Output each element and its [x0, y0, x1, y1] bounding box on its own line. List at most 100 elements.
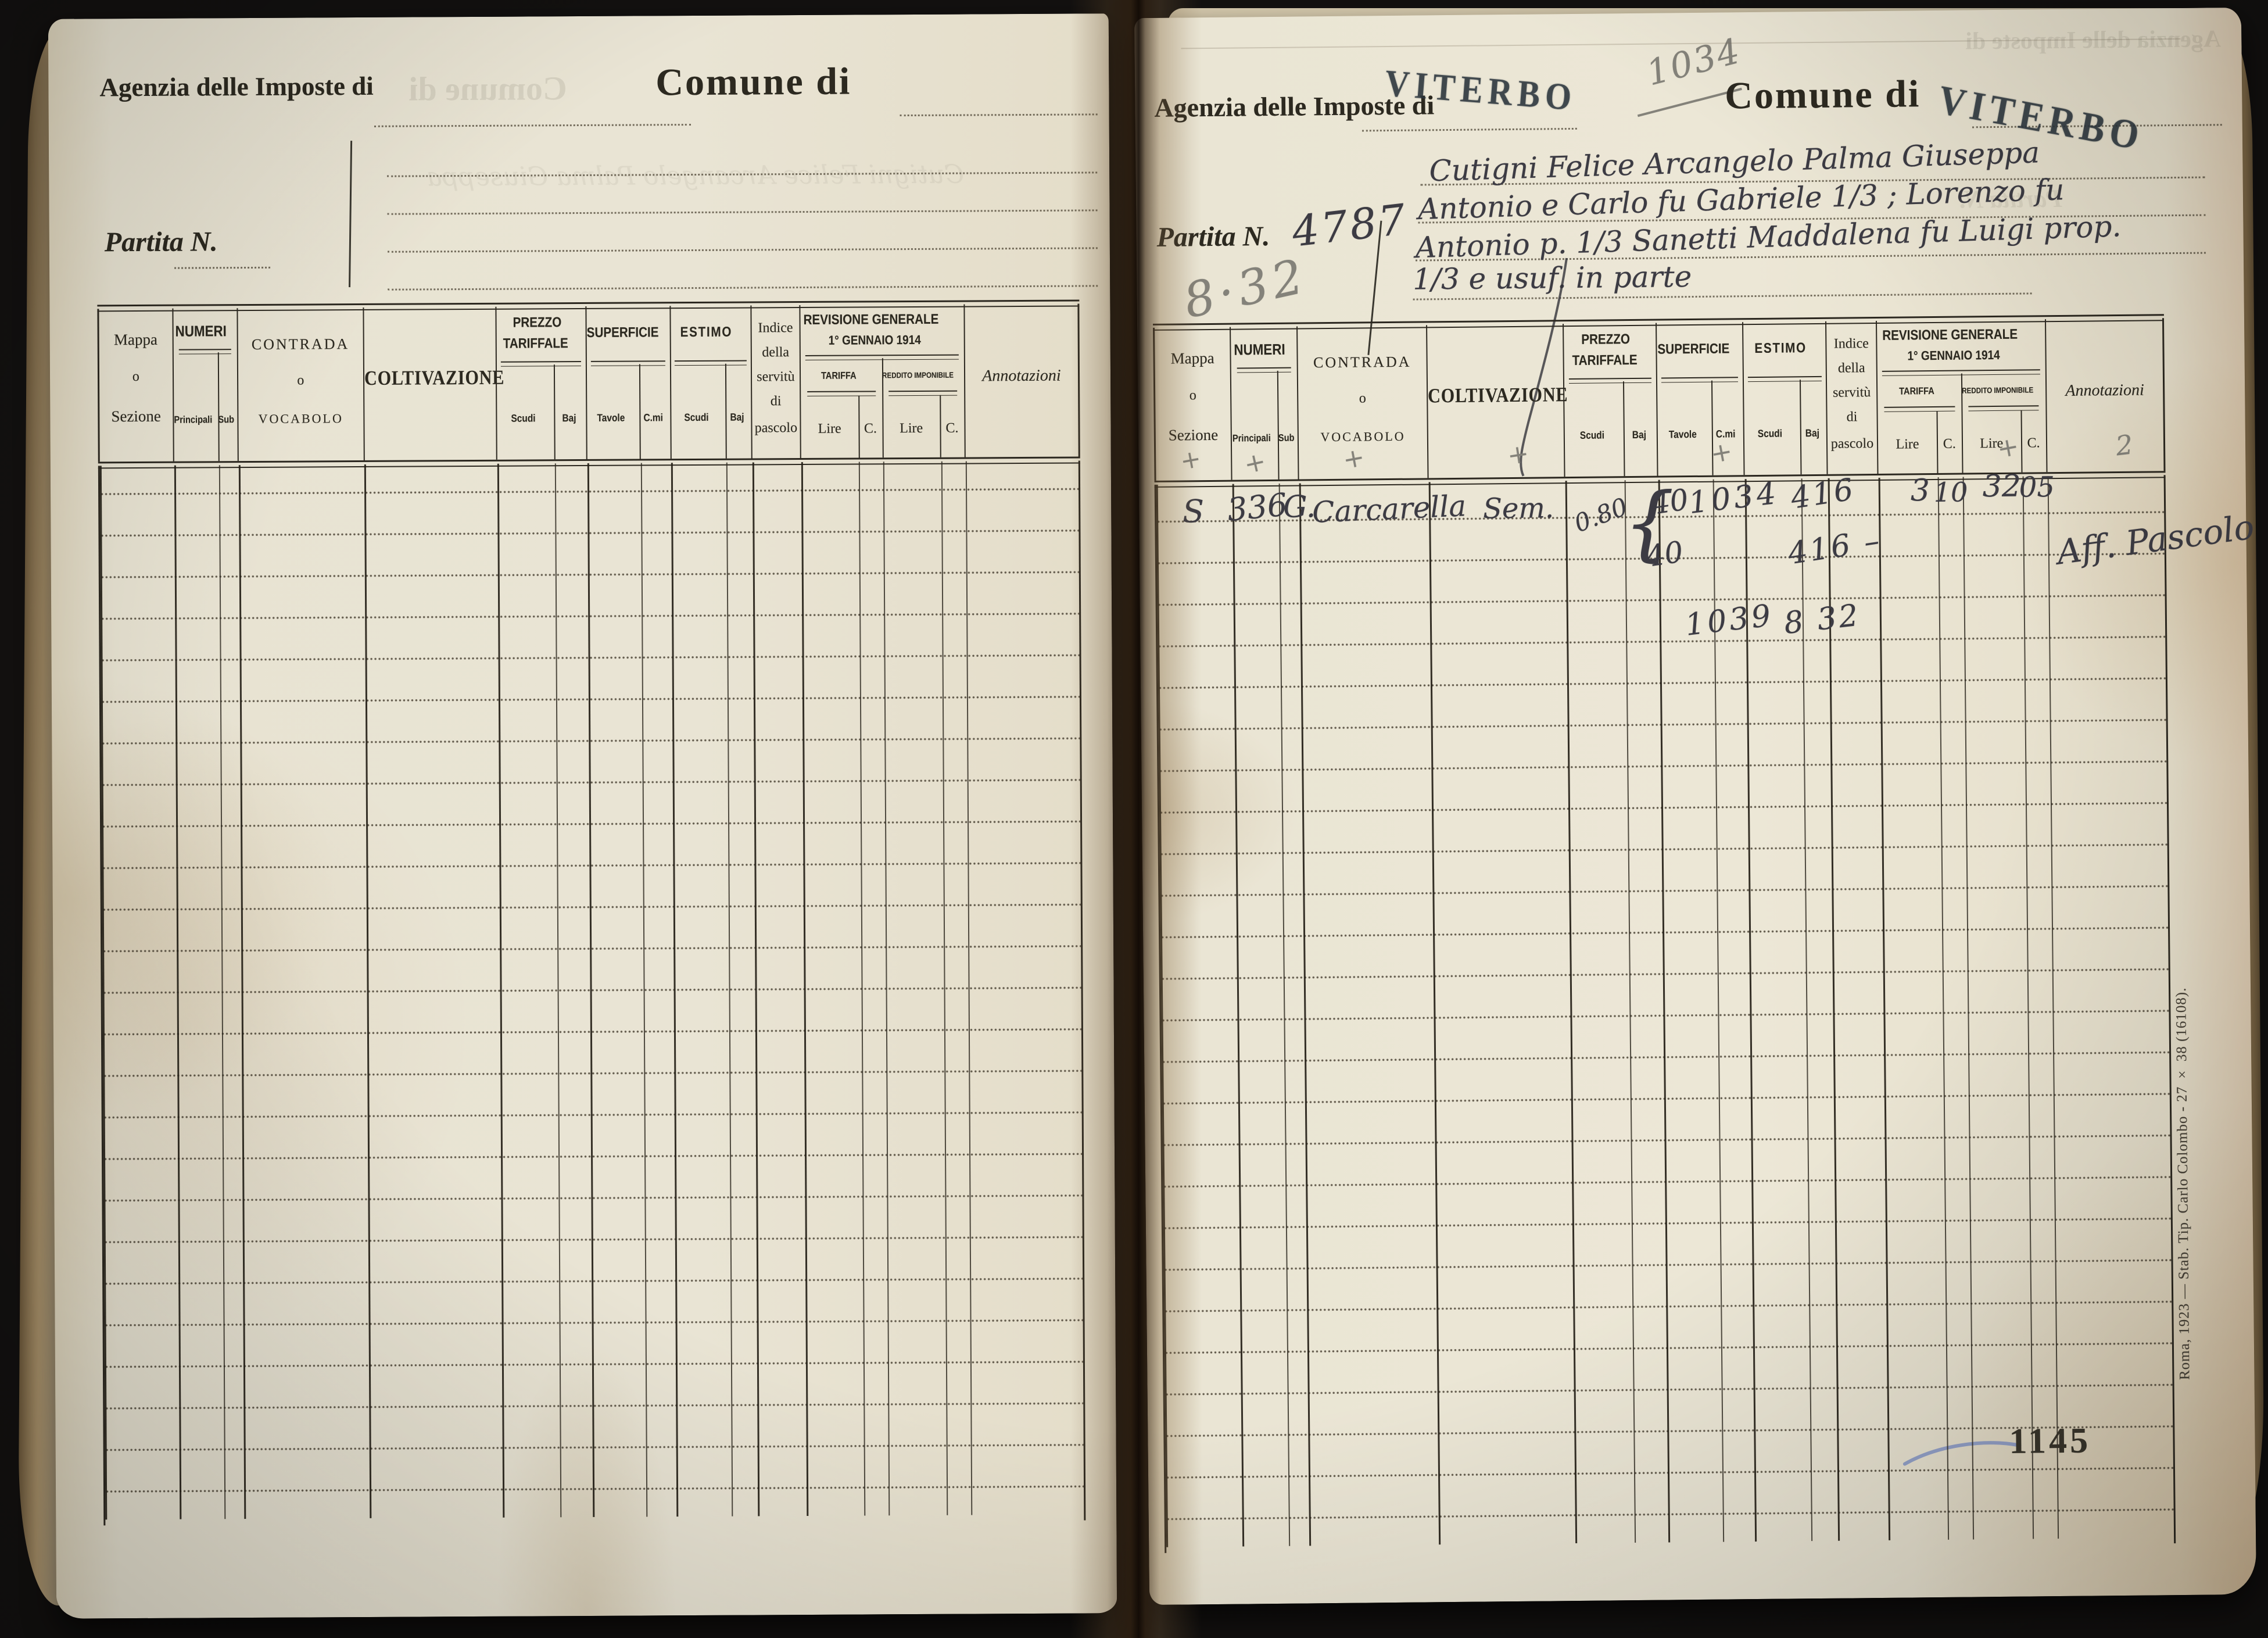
indice-l3: servitù [757, 369, 795, 385]
superficie-underline [1661, 377, 1739, 383]
reddito-c-label: C. [945, 420, 959, 436]
partita-number: 4787 [1289, 194, 1410, 256]
col-numeri: NUMERI Principali Sub [1231, 326, 1299, 480]
mappa-line3: Sezione [1168, 425, 1219, 444]
numeri-title: NUMERI [1234, 340, 1286, 359]
prezzo-line1: PREZZO [1581, 331, 1631, 348]
col-coltivazione: COLTIVAZIONE [1427, 324, 1568, 478]
pencil-mark-annotazioni: 2 [2114, 428, 2135, 462]
numeri-divider [1277, 370, 1280, 480]
col-coltivazione: COLTIVAZIONE [363, 306, 504, 460]
reddito-label: REDDITO IMPONIBILE [1962, 385, 2034, 395]
indice-l4: di [770, 394, 782, 409]
entry-sub: G. [1282, 489, 1316, 525]
entry-prezzo-baj-1: 40 [1649, 482, 1691, 521]
revisione-line2: 1° GENNAIO 1914 [828, 332, 921, 348]
contrada-line2: o [1359, 391, 1366, 406]
revisione-line1: REVISIONE GENERALE [1882, 326, 2018, 344]
reddito-underline [888, 390, 958, 396]
prezzo-underline [1568, 377, 1652, 384]
tariffa-lire-label: Lire [818, 421, 841, 437]
reddito-c-label: C. [2027, 435, 2040, 451]
pencil-note-832: 8·32 [1178, 248, 1313, 330]
estimo-baj-label: Baj [1805, 427, 1819, 439]
left-page: Agenzia delle Imposte di Comune di Cutig… [48, 13, 1117, 1619]
col-estimo: ESTIMO Scudi Baj [670, 305, 753, 459]
tariffa-underline [807, 391, 876, 396]
prezzo-baj-label: Baj [1632, 428, 1646, 441]
comune-label-left: Comune di [655, 60, 852, 104]
estimo-scudi-label: Scudi [1758, 427, 1783, 439]
agenzia-label-left: Agenzia delle Imposte di [99, 71, 374, 102]
numeri-divider [217, 352, 220, 462]
prezzo-line2: TARIFFALE [1572, 352, 1638, 369]
tariffa-label: TARIFFA [821, 370, 857, 381]
col-prezzo: PREZZO TARIFFALE Scudi Baj [1563, 323, 1658, 477]
indice-l2: della [762, 345, 790, 360]
prezzo-scudi-label: Scudi [1579, 429, 1605, 441]
col-annotazioni: Annotazioni [2046, 318, 2164, 472]
entry-coltivazione: Sem. [1482, 492, 1554, 525]
prezzo-line1: PREZZO [513, 314, 562, 331]
owner-line-4-left [388, 285, 1098, 291]
indice-l4: di [1846, 409, 1858, 425]
catastal-table-left: Mappa o Sezione NUMERI Principali Sub CO… [97, 299, 1086, 1532]
revisione-line1: REVISIONE GENERALE [803, 311, 939, 328]
numeri-sub: Sub [1278, 432, 1295, 444]
indice-l5: pascolo [754, 420, 798, 436]
ghost-comune-text: Comune di [409, 69, 567, 108]
right-page: Agenzia delle Imposte di VITERBO 1034 Co… [1134, 7, 2256, 1605]
partita-label-right: Partita N. [1156, 220, 1270, 253]
numeri-principali: Principali [173, 414, 212, 425]
superficie-cmi-label: C.mi [643, 412, 663, 424]
numeri-underline [1237, 367, 1291, 373]
estimo-scudi-label: Scudi [684, 411, 709, 424]
coltivazione-title: COLTIVAZIONE [1428, 383, 1568, 407]
table-header-left: Mappa o Sezione NUMERI Principali Sub CO… [97, 303, 1080, 462]
annotazioni-title: Annotazioni [982, 366, 1061, 385]
partita-label-left: Partita N. [104, 226, 218, 258]
entry-prezzo-baj-2: 40 [1643, 535, 1686, 574]
superficie-title: SUPERFICIE [586, 324, 659, 341]
numeri-sub: Sub [218, 414, 235, 425]
reddito-lire-label: Lire [900, 420, 923, 437]
annotazioni-title: Annotazioni [2065, 381, 2144, 400]
estimo-underline [675, 360, 747, 366]
indice-l1: Indice [1833, 336, 1869, 352]
estimo-title: ESTIMO [1754, 340, 1807, 356]
table-body-left [98, 460, 1086, 1526]
mappa-line3: Sezione [111, 407, 161, 425]
col-annotazioni: Annotazioni [965, 304, 1079, 457]
mappa-line1: Mappa [113, 330, 158, 349]
superficie-tavole-label: Tavole [597, 412, 625, 424]
numeri-title: NUMERI [175, 322, 227, 340]
estimo-title: ESTIMO [680, 324, 733, 341]
mappa-line2: o [132, 369, 139, 385]
numeri-underline [179, 349, 232, 355]
comune-label-right: Comune di [1724, 73, 1921, 117]
entry-sezione: S [1182, 493, 1205, 530]
pencil-check-coltivazione: + [1505, 438, 1531, 471]
prezzo-line2: TARIFFALE [503, 335, 569, 352]
superficie-tavole-label: Tavole [1668, 428, 1697, 441]
prezzo-scudi-label: Scudi [511, 412, 536, 424]
page-number: 1145 [2009, 1421, 2091, 1461]
owners-line-4: 1/3 e usuf. in parte [1412, 260, 1692, 296]
indice-l5: pascolo [1830, 436, 1874, 452]
entry-tariffa-c: 10 [1933, 476, 1968, 509]
entry-principali: 336 [1226, 486, 1289, 529]
col-revisione: REVISIONE GENERALE 1° GENNAIO 1914 TARIF… [800, 304, 966, 459]
coltivazione-title: COLTIVAZIONE [364, 366, 504, 389]
partita-dotted-line-left [174, 266, 271, 269]
col-mappa: Mappa o Sezione [99, 308, 174, 462]
tariffa-c-label: C. [864, 421, 877, 437]
owner-line-2-left [387, 209, 1098, 215]
prezzo-baj-label: Baj [561, 412, 576, 424]
agenzia-dotted-line-right [1361, 127, 1577, 132]
col-prezzo: PREZZO TARIFFALE Scudi Baj [496, 306, 587, 460]
contrada-line1: CONTRADA [1313, 353, 1411, 371]
col-superficie: SUPERFICIE Tavole C.mi [586, 306, 672, 459]
revisione-line2: 1° GENNAIO 1914 [1907, 347, 2000, 363]
entry-reddito-lire: 32 [1982, 468, 2022, 505]
